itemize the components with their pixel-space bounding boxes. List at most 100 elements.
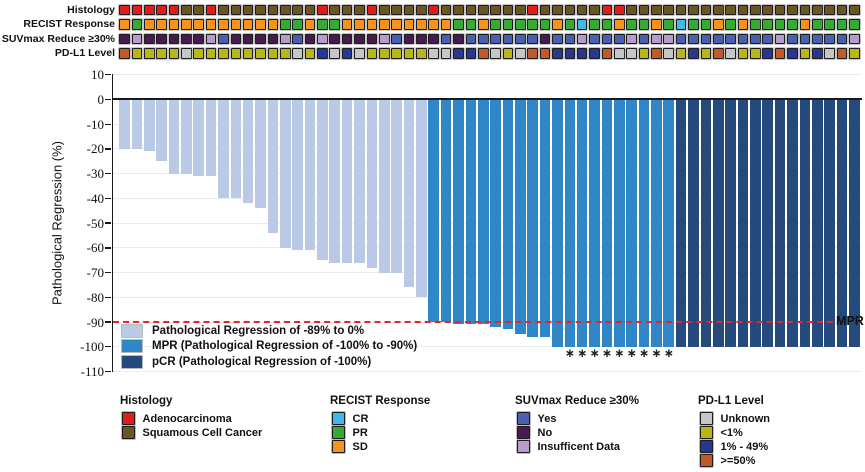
legend-label: <1%	[720, 426, 743, 439]
y-tick-label: -60	[86, 240, 104, 256]
track-cell	[230, 33, 242, 45]
track-cell	[403, 4, 415, 16]
track-cell	[453, 19, 464, 30]
track-cell	[527, 33, 538, 45]
track-cell	[143, 19, 155, 30]
track-cell	[849, 4, 860, 16]
legend-group-3: PD-L1 Level Unknown <1% 1% - 49% >=50%	[698, 395, 865, 472]
legend-item: SD	[332, 440, 368, 453]
patient-bar	[626, 99, 637, 347]
track-cell	[725, 48, 736, 59]
legend-item: Unknown	[700, 412, 770, 425]
track-cell	[391, 33, 402, 45]
legend-swatch	[332, 426, 345, 439]
patient-bar	[465, 99, 477, 325]
track-cell	[453, 4, 464, 16]
track-cell	[849, 19, 860, 30]
track-cell	[675, 33, 687, 45]
track-cell	[378, 4, 390, 16]
patient-bar	[502, 99, 514, 330]
track-cell	[205, 4, 217, 16]
track-cell	[750, 48, 761, 59]
legend-swatch	[700, 412, 713, 425]
track-cell	[267, 33, 279, 45]
track-cell	[799, 48, 811, 59]
track-cell	[799, 33, 811, 45]
track-cell	[366, 33, 378, 45]
track-cell	[354, 4, 365, 16]
legend-label: No	[537, 426, 553, 439]
patient-bar	[490, 99, 501, 327]
track-cell	[267, 19, 279, 30]
track-cell	[787, 19, 798, 30]
patient-bar	[688, 99, 699, 347]
track-cell	[205, 48, 217, 59]
track-cell	[552, 48, 563, 59]
track-cell	[552, 19, 563, 30]
track-cell	[626, 19, 637, 30]
track-cell	[737, 19, 749, 30]
legend-label: Yes	[537, 412, 557, 425]
track-cell	[539, 19, 551, 30]
track-cell	[242, 19, 254, 30]
track-cell	[168, 19, 180, 30]
legend-swatch	[700, 426, 713, 439]
patient-bar	[614, 99, 625, 347]
legend-swatch	[700, 440, 713, 453]
y-axis-tick	[105, 296, 111, 298]
patient-bar	[292, 99, 303, 251]
patient-bar	[750, 99, 761, 347]
track-cell	[317, 33, 328, 45]
patient-bar	[663, 99, 675, 347]
track-cell	[527, 19, 538, 30]
patient-bar	[601, 99, 613, 347]
track-cell	[651, 33, 662, 45]
y-tick-label: -20	[86, 141, 104, 157]
track-cell	[725, 19, 736, 30]
track-cell	[119, 48, 130, 59]
patient-bar	[242, 99, 254, 204]
track-cell	[366, 19, 378, 30]
track-cell	[292, 4, 303, 16]
track-cell	[416, 19, 427, 30]
track-cell	[700, 19, 712, 30]
track-cell	[341, 33, 353, 45]
patient-bar	[131, 99, 143, 149]
track-cell	[712, 33, 724, 45]
track-cell	[304, 19, 316, 30]
y-tick-label: -110	[80, 363, 104, 379]
track-cell	[700, 48, 712, 59]
track-cell	[341, 19, 353, 30]
track-cell	[824, 33, 835, 45]
y-axis-tick	[105, 247, 111, 249]
track-cell	[774, 33, 786, 45]
track-cell	[218, 4, 229, 16]
y-axis-tick	[105, 148, 111, 150]
track-cell	[601, 33, 613, 45]
y-tick-label: -50	[86, 215, 104, 231]
track-cell	[403, 19, 415, 30]
gridline	[113, 74, 862, 76]
patient-bar	[836, 99, 848, 347]
legend-group-2: SUVmax Reduce ≥30% Yes No Insufficent Data	[515, 395, 715, 472]
legend-item: MPR (Pathological Regression of -100% to…	[122, 340, 417, 353]
track-cell	[477, 33, 489, 45]
patient-bar	[824, 99, 835, 347]
track-cell	[688, 48, 699, 59]
track-cell	[378, 19, 390, 30]
track-cell	[292, 48, 303, 59]
track-cell	[242, 4, 254, 16]
track-cell	[725, 4, 736, 16]
track-cell	[440, 4, 452, 16]
track-cell	[651, 48, 662, 59]
legend-item: >=50%	[700, 454, 755, 467]
significance-asterisk: ∗	[601, 346, 612, 360]
legend-label: PR	[352, 426, 368, 439]
track-cell	[589, 4, 600, 16]
track-cell	[836, 4, 848, 16]
track-cell	[787, 48, 798, 59]
track-cell	[193, 19, 204, 30]
track-cell	[317, 4, 328, 16]
y-axis-tick	[105, 74, 111, 76]
mpr-reference-line	[113, 321, 833, 324]
